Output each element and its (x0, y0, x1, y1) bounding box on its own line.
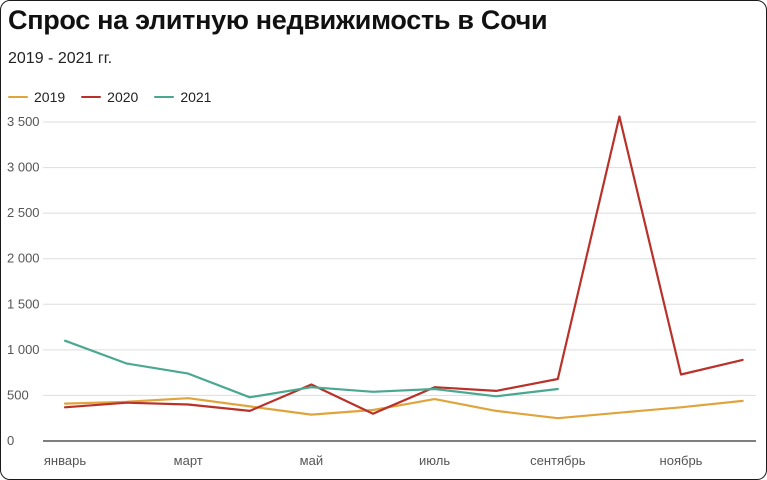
legend-label: 2019 (34, 89, 66, 105)
legend-item-2021: 2021 (154, 89, 211, 105)
series-line-2021 (63, 339, 559, 399)
y-tick-label: 2 000 (7, 251, 40, 266)
x-tick-label: март (174, 453, 203, 468)
series-line-2019 (63, 397, 744, 420)
x-tick-label: июль (419, 453, 450, 468)
y-tick-label: 1 500 (7, 296, 40, 311)
legend-item-2019: 2019 (8, 89, 65, 105)
legend-item-2020: 2020 (81, 89, 138, 105)
y-tick-label: 2 500 (7, 205, 40, 220)
x-tick-label: январь (44, 453, 86, 468)
legend-label: 2021 (180, 89, 212, 105)
y-tick-label: 1 000 (7, 342, 40, 357)
chart-title: Спрос на элитную недвижимость в Сочи (8, 5, 548, 35)
legend-swatch (154, 95, 175, 99)
x-tick-label: ноябрь (660, 453, 703, 468)
x-tick-label: сентябрь (530, 453, 586, 468)
legend-swatch (8, 95, 28, 99)
y-tick-label: 3 000 (7, 160, 40, 175)
y-tick-label: 500 (7, 387, 29, 402)
chart-subtitle: 2019 - 2021 гг. (8, 50, 113, 67)
y-tick-label: 3 500 (7, 114, 40, 129)
chart-legend: 2019 2020 2021 (8, 89, 227, 105)
x-tick-label: май (300, 453, 323, 468)
y-tick-label: 0 (7, 433, 14, 448)
legend-label: 2020 (107, 89, 139, 105)
legend-swatch (81, 95, 102, 99)
series-line-2020 (63, 115, 744, 415)
